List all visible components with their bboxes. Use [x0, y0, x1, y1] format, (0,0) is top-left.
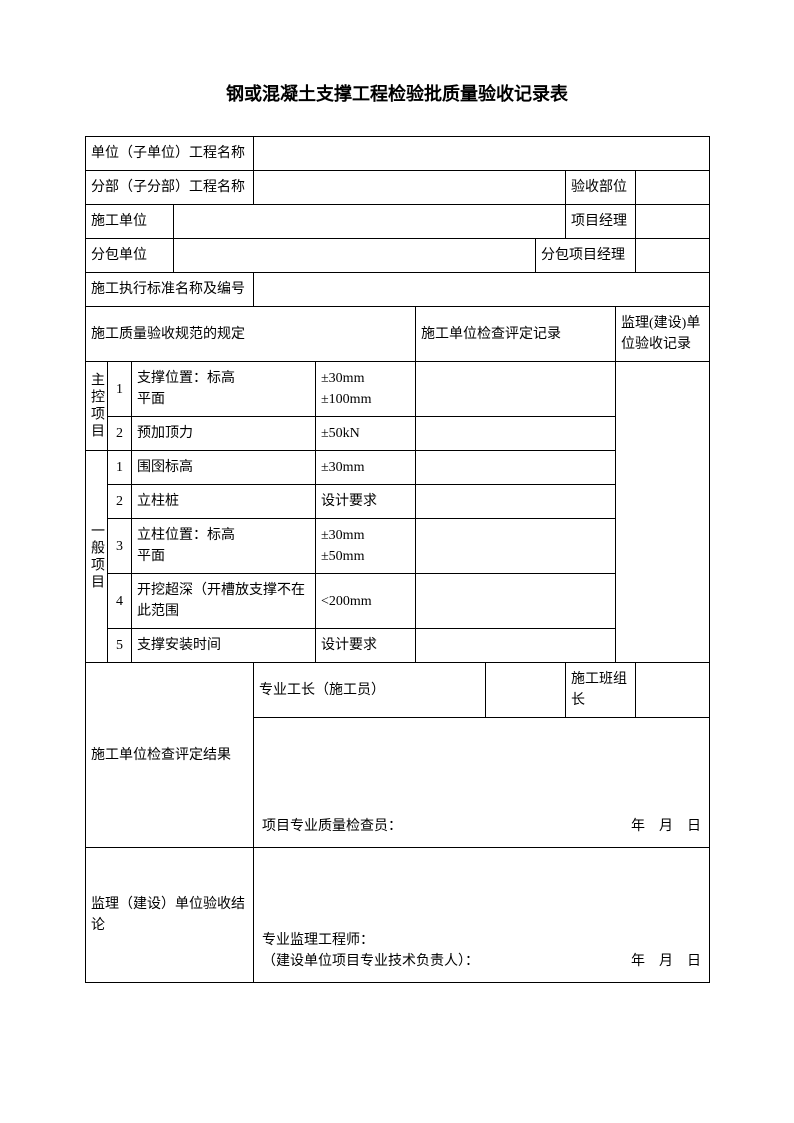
label-subcontractor: 分包单位 — [86, 239, 174, 273]
gen-item-name: 立柱位置：标高 平面 — [132, 519, 316, 574]
gen-item-tol: ±30mm ±50mm — [316, 519, 416, 574]
engineer-signature-area: 专业监理工程师： （建设单位项目专业技术负责人）： 年 月 日 — [254, 848, 710, 983]
gen-item-tol: ±30mm — [316, 451, 416, 485]
label-sub-pm: 分包项目经理 — [536, 239, 636, 273]
main-item-check — [416, 417, 616, 451]
gen-item-check — [416, 485, 616, 519]
gen-item-tol: 设计要求 — [316, 629, 416, 663]
gen-item-check — [416, 629, 616, 663]
gen-item-check — [416, 451, 616, 485]
date-text: 年 月 日 — [631, 816, 701, 837]
gen-item-name: 立柱桩 — [132, 485, 316, 519]
label-conclusion: 监理（建设）单位验收结论 — [86, 848, 254, 983]
inspector-signature-area: 项目专业质量检查员： 年 月 日 — [254, 718, 710, 848]
main-item-tol: ±30mm ±100mm — [316, 362, 416, 417]
value-unit-project — [254, 137, 710, 171]
gen-item-num: 2 — [108, 485, 132, 519]
value-sub-project — [254, 171, 566, 205]
label-team-leader: 施工班组长 — [566, 663, 636, 718]
value-project-manager — [636, 205, 710, 239]
value-subcontractor — [174, 239, 536, 273]
date-text: 年 月 日 — [631, 951, 701, 972]
supervision-record-cell — [616, 362, 710, 663]
value-foreman — [486, 663, 566, 718]
main-item-num: 2 — [108, 417, 132, 451]
gen-item-num: 3 — [108, 519, 132, 574]
general-items-group: 一般项目 — [86, 451, 108, 663]
label-inspector: 项目专业质量检查员： — [262, 819, 402, 834]
value-acceptance-part — [636, 171, 710, 205]
gen-item-check — [416, 574, 616, 629]
gen-item-num: 1 — [108, 451, 132, 485]
value-sub-pm — [636, 239, 710, 273]
gen-item-name: 围囹标高 — [132, 451, 316, 485]
gen-item-name: 支撑安装时间 — [132, 629, 316, 663]
label-engineer-2: （建设单位项目专业技术负责人）： — [262, 954, 479, 969]
value-construction-unit — [174, 205, 566, 239]
value-team-leader — [636, 663, 710, 718]
label-unit-project: 单位（子单位）工程名称 — [86, 137, 254, 171]
gen-item-check — [416, 519, 616, 574]
main-item-num: 1 — [108, 362, 132, 417]
label-foreman: 专业工长（施工员） — [254, 663, 486, 718]
gen-item-num: 5 — [108, 629, 132, 663]
col-supervision-record: 监理(建设)单位验收记录 — [616, 307, 710, 362]
label-engineer-1: 专业监理工程师： — [262, 930, 701, 951]
label-result: 施工单位检查评定结果 — [86, 663, 254, 848]
label-construction-unit: 施工单位 — [86, 205, 174, 239]
col-spec: 施工质量验收规范的规定 — [86, 307, 416, 362]
gen-item-num: 4 — [108, 574, 132, 629]
label-project-manager: 项目经理 — [566, 205, 636, 239]
main-item-tol: ±50kN — [316, 417, 416, 451]
label-sub-project: 分部（子分部）工程名称 — [86, 171, 254, 205]
inspection-form-table: 单位（子单位）工程名称 分部（子分部）工程名称 验收部位 施工单位 项目经理 分… — [85, 136, 710, 983]
gen-item-tol: <200mm — [316, 574, 416, 629]
document-title: 钢或混凝土支撑工程检验批质量验收记录表 — [85, 80, 709, 106]
label-acceptance-part: 验收部位 — [566, 171, 636, 205]
main-item-check — [416, 362, 616, 417]
gen-item-tol: 设计要求 — [316, 485, 416, 519]
label-standard: 施工执行标准名称及编号 — [86, 273, 254, 307]
main-items-group: 主控项目 — [86, 362, 108, 451]
col-check-record: 施工单位检查评定记录 — [416, 307, 616, 362]
main-item-name: 预加顶力 — [132, 417, 316, 451]
value-standard — [254, 273, 710, 307]
gen-item-name: 开挖超深（开槽放支撑不在此范围 — [132, 574, 316, 629]
main-item-name: 支撑位置：标高 平面 — [132, 362, 316, 417]
